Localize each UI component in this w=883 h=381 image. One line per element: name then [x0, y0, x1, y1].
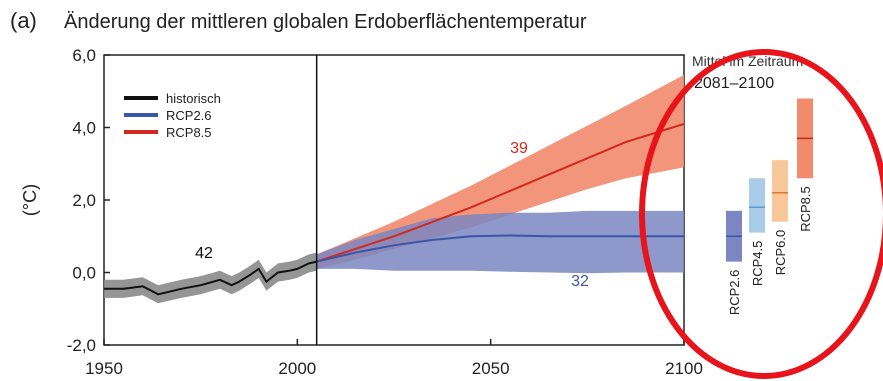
legend-label: RCP2.6: [166, 108, 212, 123]
range-label-RCP8.5: RCP8.5: [798, 186, 813, 232]
range-label-RCP2.6: RCP2.6: [727, 270, 742, 316]
highlight-circle: [639, 49, 883, 379]
series-line-RCP2.6: [316, 234, 684, 263]
uncertainty-band-historisch: [104, 252, 317, 304]
series-line-RCP8.5: [316, 122, 685, 263]
y-tick-label: 4,0: [72, 119, 96, 138]
y-axis-label: (°C): [20, 184, 40, 216]
uncertainty-band-RCP2.6: [316, 210, 684, 274]
model-count-historisch: 42: [195, 245, 213, 262]
range-label-RCP6.0: RCP6.0: [773, 230, 788, 276]
side-panel-title-line2: 2081–2100: [694, 75, 774, 92]
series-line-historisch: [104, 260, 317, 296]
y-tick-label: 2,0: [72, 191, 96, 210]
legend-label: historisch: [166, 91, 221, 106]
x-tick-label: 2100: [665, 359, 703, 378]
range-bar-RCP4.5: [749, 178, 765, 233]
y-tick-label: 6,0: [72, 46, 96, 65]
panel-label: (a): [10, 8, 37, 33]
model-count-RCP2.6: 32: [571, 273, 589, 290]
range-bar-RCP6.0: [772, 160, 788, 222]
range-label-RCP4.5: RCP4.5: [750, 241, 765, 287]
legend-label: RCP8.5: [166, 125, 212, 140]
x-tick-label: 2050: [472, 359, 510, 378]
chart-title: Änderung der mittleren globalen Erdoberf…: [64, 11, 587, 33]
y-tick-label: 0,0: [72, 264, 96, 283]
x-tick-label: 1950: [85, 359, 123, 378]
x-tick-label: 2000: [278, 359, 316, 378]
y-tick-label: -2,0: [67, 336, 96, 355]
model-count-RCP8.5: 39: [510, 140, 528, 157]
uncertainty-band-RCP8.5: [316, 74, 684, 269]
